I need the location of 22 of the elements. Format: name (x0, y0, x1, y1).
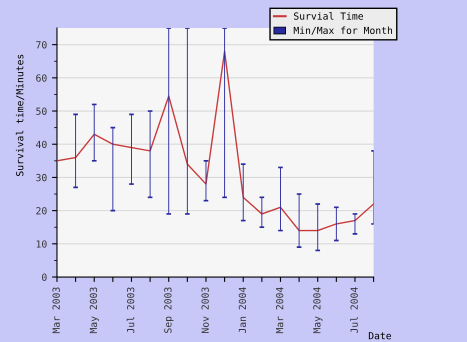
x-tick-label: Jan 2004 (238, 287, 246, 334)
x-tick-label: Jul 2003 (126, 287, 134, 334)
y-tick-label: 20 (36, 207, 47, 214)
y-tick-label: 10 (36, 240, 47, 248)
x-tick-label: Nov 2003 (201, 287, 209, 333)
y-tick-label: 70 (36, 41, 47, 48)
y-tick-label: 60 (36, 74, 47, 82)
y-tick-label: 40 (36, 140, 47, 148)
line-series (56, 50, 374, 232)
x-tick-label: May 2003 (90, 287, 99, 334)
x-tick-label: Jul 2004 (350, 287, 358, 334)
x-tick-label: Mar 2003 (52, 287, 60, 334)
x-axis-title: Date (368, 332, 392, 340)
y-tick-label: 50 (36, 108, 47, 115)
y-axis-title: Survival time/Minutes (16, 54, 24, 176)
y-tick-label: 0 (42, 274, 47, 281)
x-tick-label: Sep 2003 (164, 287, 174, 333)
x-tick-label: May 2004 (313, 287, 322, 334)
x-tick-label: Mar 2004 (276, 287, 284, 334)
legend-label: Min/Max for Month (294, 26, 392, 35)
legend-label: Survial Time (294, 12, 364, 20)
y-tick-label: 30 (36, 174, 47, 182)
